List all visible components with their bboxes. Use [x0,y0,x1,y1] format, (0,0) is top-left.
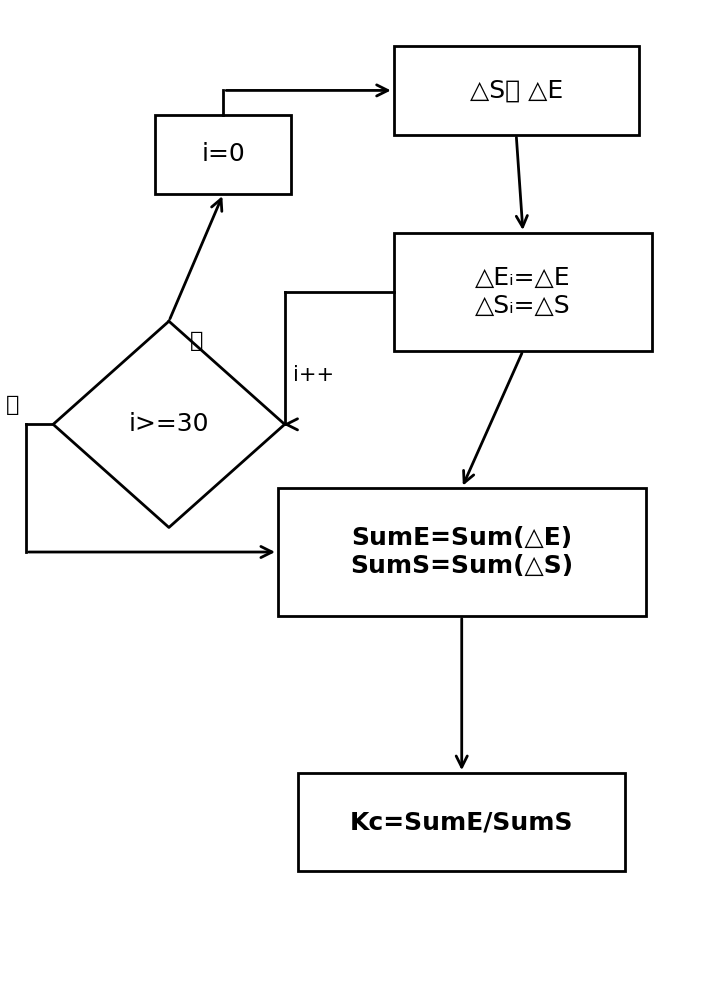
FancyBboxPatch shape [394,233,653,351]
Text: 否: 否 [6,394,19,414]
FancyBboxPatch shape [156,115,291,193]
FancyBboxPatch shape [298,773,625,872]
Text: i++: i++ [293,366,334,385]
Text: i=0: i=0 [201,142,245,166]
Text: △S、 △E: △S、 △E [469,79,563,103]
FancyBboxPatch shape [278,488,645,616]
Text: i>=30: i>=30 [129,412,209,436]
Text: Kc=SumE/SumS: Kc=SumE/SumS [350,810,573,834]
FancyBboxPatch shape [394,46,638,134]
Text: △Eᵢ=△E
△Sᵢ=△S: △Eᵢ=△E △Sᵢ=△S [475,266,571,318]
Text: 是: 是 [189,331,203,351]
Text: SumE=Sum(△E)
SumS=Sum(△S): SumE=Sum(△E) SumS=Sum(△S) [350,526,573,578]
